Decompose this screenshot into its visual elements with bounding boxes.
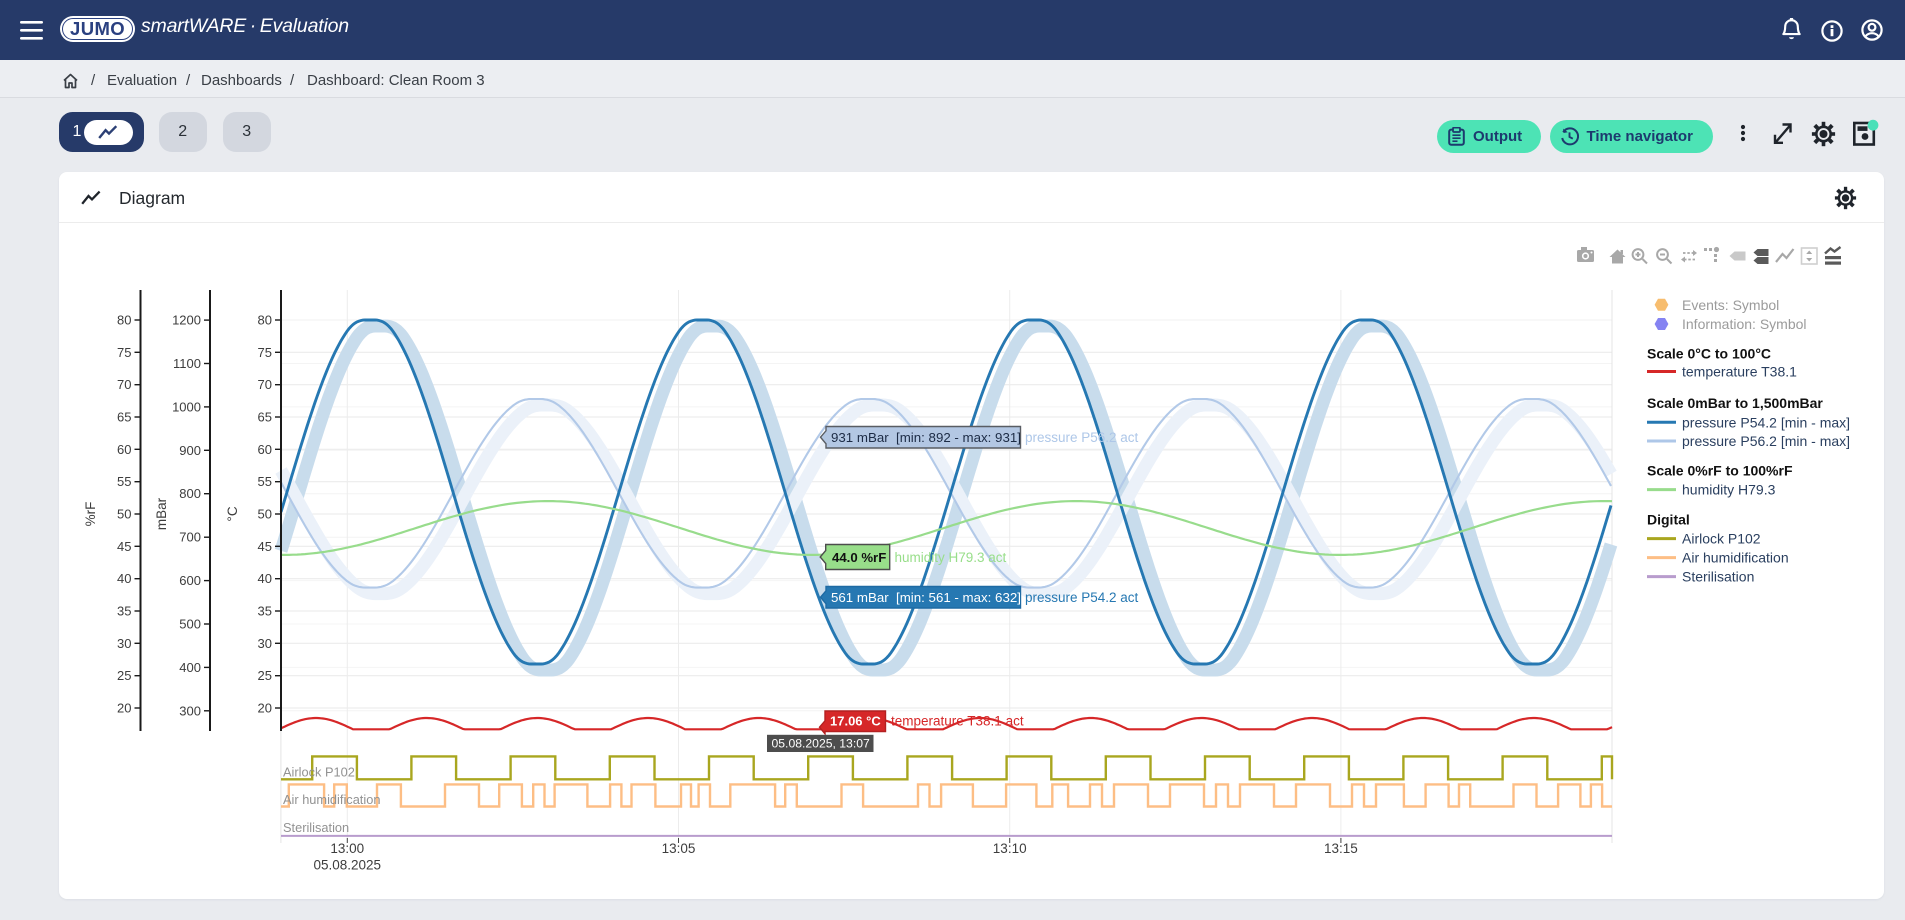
svg-text:20: 20 bbox=[258, 701, 272, 716]
svg-text:40: 40 bbox=[117, 571, 131, 586]
svg-text:Airlock P102: Airlock P102 bbox=[283, 765, 355, 780]
svg-text:500: 500 bbox=[179, 617, 201, 632]
svg-text:mBar: mBar bbox=[154, 497, 169, 530]
svg-text:Scale 0°C to 100°C: Scale 0°C to 100°C bbox=[1647, 346, 1771, 362]
svg-text:13:05: 13:05 bbox=[662, 841, 696, 856]
svg-text:900: 900 bbox=[179, 443, 201, 458]
svg-text:80: 80 bbox=[258, 313, 272, 328]
svg-text:1100: 1100 bbox=[173, 356, 201, 371]
svg-text:Information: Symbol: Information: Symbol bbox=[1682, 316, 1807, 332]
svg-text:13:00: 13:00 bbox=[330, 841, 364, 856]
svg-text:Sterilisation: Sterilisation bbox=[283, 820, 349, 835]
svg-text:Events: Symbol: Events: Symbol bbox=[1682, 297, 1779, 313]
svg-text:17.06 °C: 17.06 °C bbox=[830, 714, 881, 729]
svg-text:70: 70 bbox=[258, 377, 272, 392]
svg-text:400: 400 bbox=[179, 660, 201, 675]
svg-text:pressure P54.2 act: pressure P54.2 act bbox=[1025, 590, 1139, 605]
svg-text:35: 35 bbox=[258, 604, 272, 619]
svg-text:55: 55 bbox=[258, 474, 272, 489]
svg-text:05.08.2025, 13:07: 05.08.2025, 13:07 bbox=[772, 737, 870, 751]
svg-text:700: 700 bbox=[179, 530, 201, 545]
svg-text:50: 50 bbox=[117, 507, 131, 522]
svg-text:1000: 1000 bbox=[172, 399, 201, 414]
svg-text:Sterilisation: Sterilisation bbox=[1682, 569, 1754, 585]
svg-text:05.08.2025: 05.08.2025 bbox=[314, 858, 382, 873]
svg-text:temperature T38.1 act: temperature T38.1 act bbox=[891, 714, 1024, 729]
svg-text:75: 75 bbox=[117, 345, 131, 360]
svg-text:931 mBar [min: 892 - max: 931: 931 mBar [min: 892 - max: 931] bbox=[831, 430, 1021, 445]
svg-text:pressure P56.2 act: pressure P56.2 act bbox=[1025, 430, 1139, 445]
svg-text:25: 25 bbox=[258, 668, 272, 683]
svg-text:60: 60 bbox=[258, 442, 272, 457]
svg-text:300: 300 bbox=[179, 703, 201, 718]
svg-text:44.0 %rF: 44.0 %rF bbox=[832, 550, 886, 565]
svg-text:Scale 0mBar to 1,500mBar: Scale 0mBar to 1,500mBar bbox=[1647, 395, 1823, 411]
svg-text:55: 55 bbox=[117, 474, 131, 489]
svg-text:30: 30 bbox=[117, 636, 131, 651]
svg-text:50: 50 bbox=[258, 507, 272, 522]
svg-text:Air humidification: Air humidification bbox=[1682, 550, 1789, 566]
svg-text:°C: °C bbox=[225, 506, 240, 521]
svg-text:pressure P56.2 [min - max]: pressure P56.2 [min - max] bbox=[1682, 433, 1850, 449]
svg-text:45: 45 bbox=[117, 539, 131, 554]
svg-text:60: 60 bbox=[117, 442, 131, 457]
svg-text:65: 65 bbox=[258, 410, 272, 425]
svg-text:Air humidification: Air humidification bbox=[283, 792, 380, 807]
svg-text:30: 30 bbox=[258, 636, 272, 651]
svg-text:65: 65 bbox=[117, 410, 131, 425]
svg-text:1200: 1200 bbox=[172, 313, 201, 328]
svg-text:45: 45 bbox=[258, 539, 272, 554]
svg-text:Digital: Digital bbox=[1647, 512, 1690, 528]
svg-text:25: 25 bbox=[117, 668, 131, 683]
svg-text:Scale 0%rF to 100%rF: Scale 0%rF to 100%rF bbox=[1647, 463, 1793, 479]
svg-text:40: 40 bbox=[258, 571, 272, 586]
svg-text:13:15: 13:15 bbox=[1324, 841, 1358, 856]
svg-text:20: 20 bbox=[117, 701, 131, 716]
svg-text:temperature T38.1: temperature T38.1 bbox=[1682, 364, 1797, 380]
svg-text:humidity H79.3 act: humidity H79.3 act bbox=[895, 550, 1007, 565]
svg-text:75: 75 bbox=[258, 345, 272, 360]
svg-text:humidity H79.3: humidity H79.3 bbox=[1682, 482, 1776, 498]
svg-text:%rF: %rF bbox=[83, 502, 98, 527]
svg-text:13:10: 13:10 bbox=[993, 841, 1027, 856]
svg-text:600: 600 bbox=[179, 573, 201, 588]
svg-text:800: 800 bbox=[179, 486, 201, 501]
svg-text:561 mBar [min: 561 - max: 632: 561 mBar [min: 561 - max: 632] bbox=[831, 590, 1021, 605]
svg-text:Airlock P102: Airlock P102 bbox=[1682, 531, 1761, 547]
svg-text:80: 80 bbox=[117, 313, 131, 328]
svg-text:70: 70 bbox=[117, 377, 131, 392]
svg-text:35: 35 bbox=[117, 604, 131, 619]
svg-text:pressure P54.2 [min - max]: pressure P54.2 [min - max] bbox=[1682, 414, 1850, 430]
